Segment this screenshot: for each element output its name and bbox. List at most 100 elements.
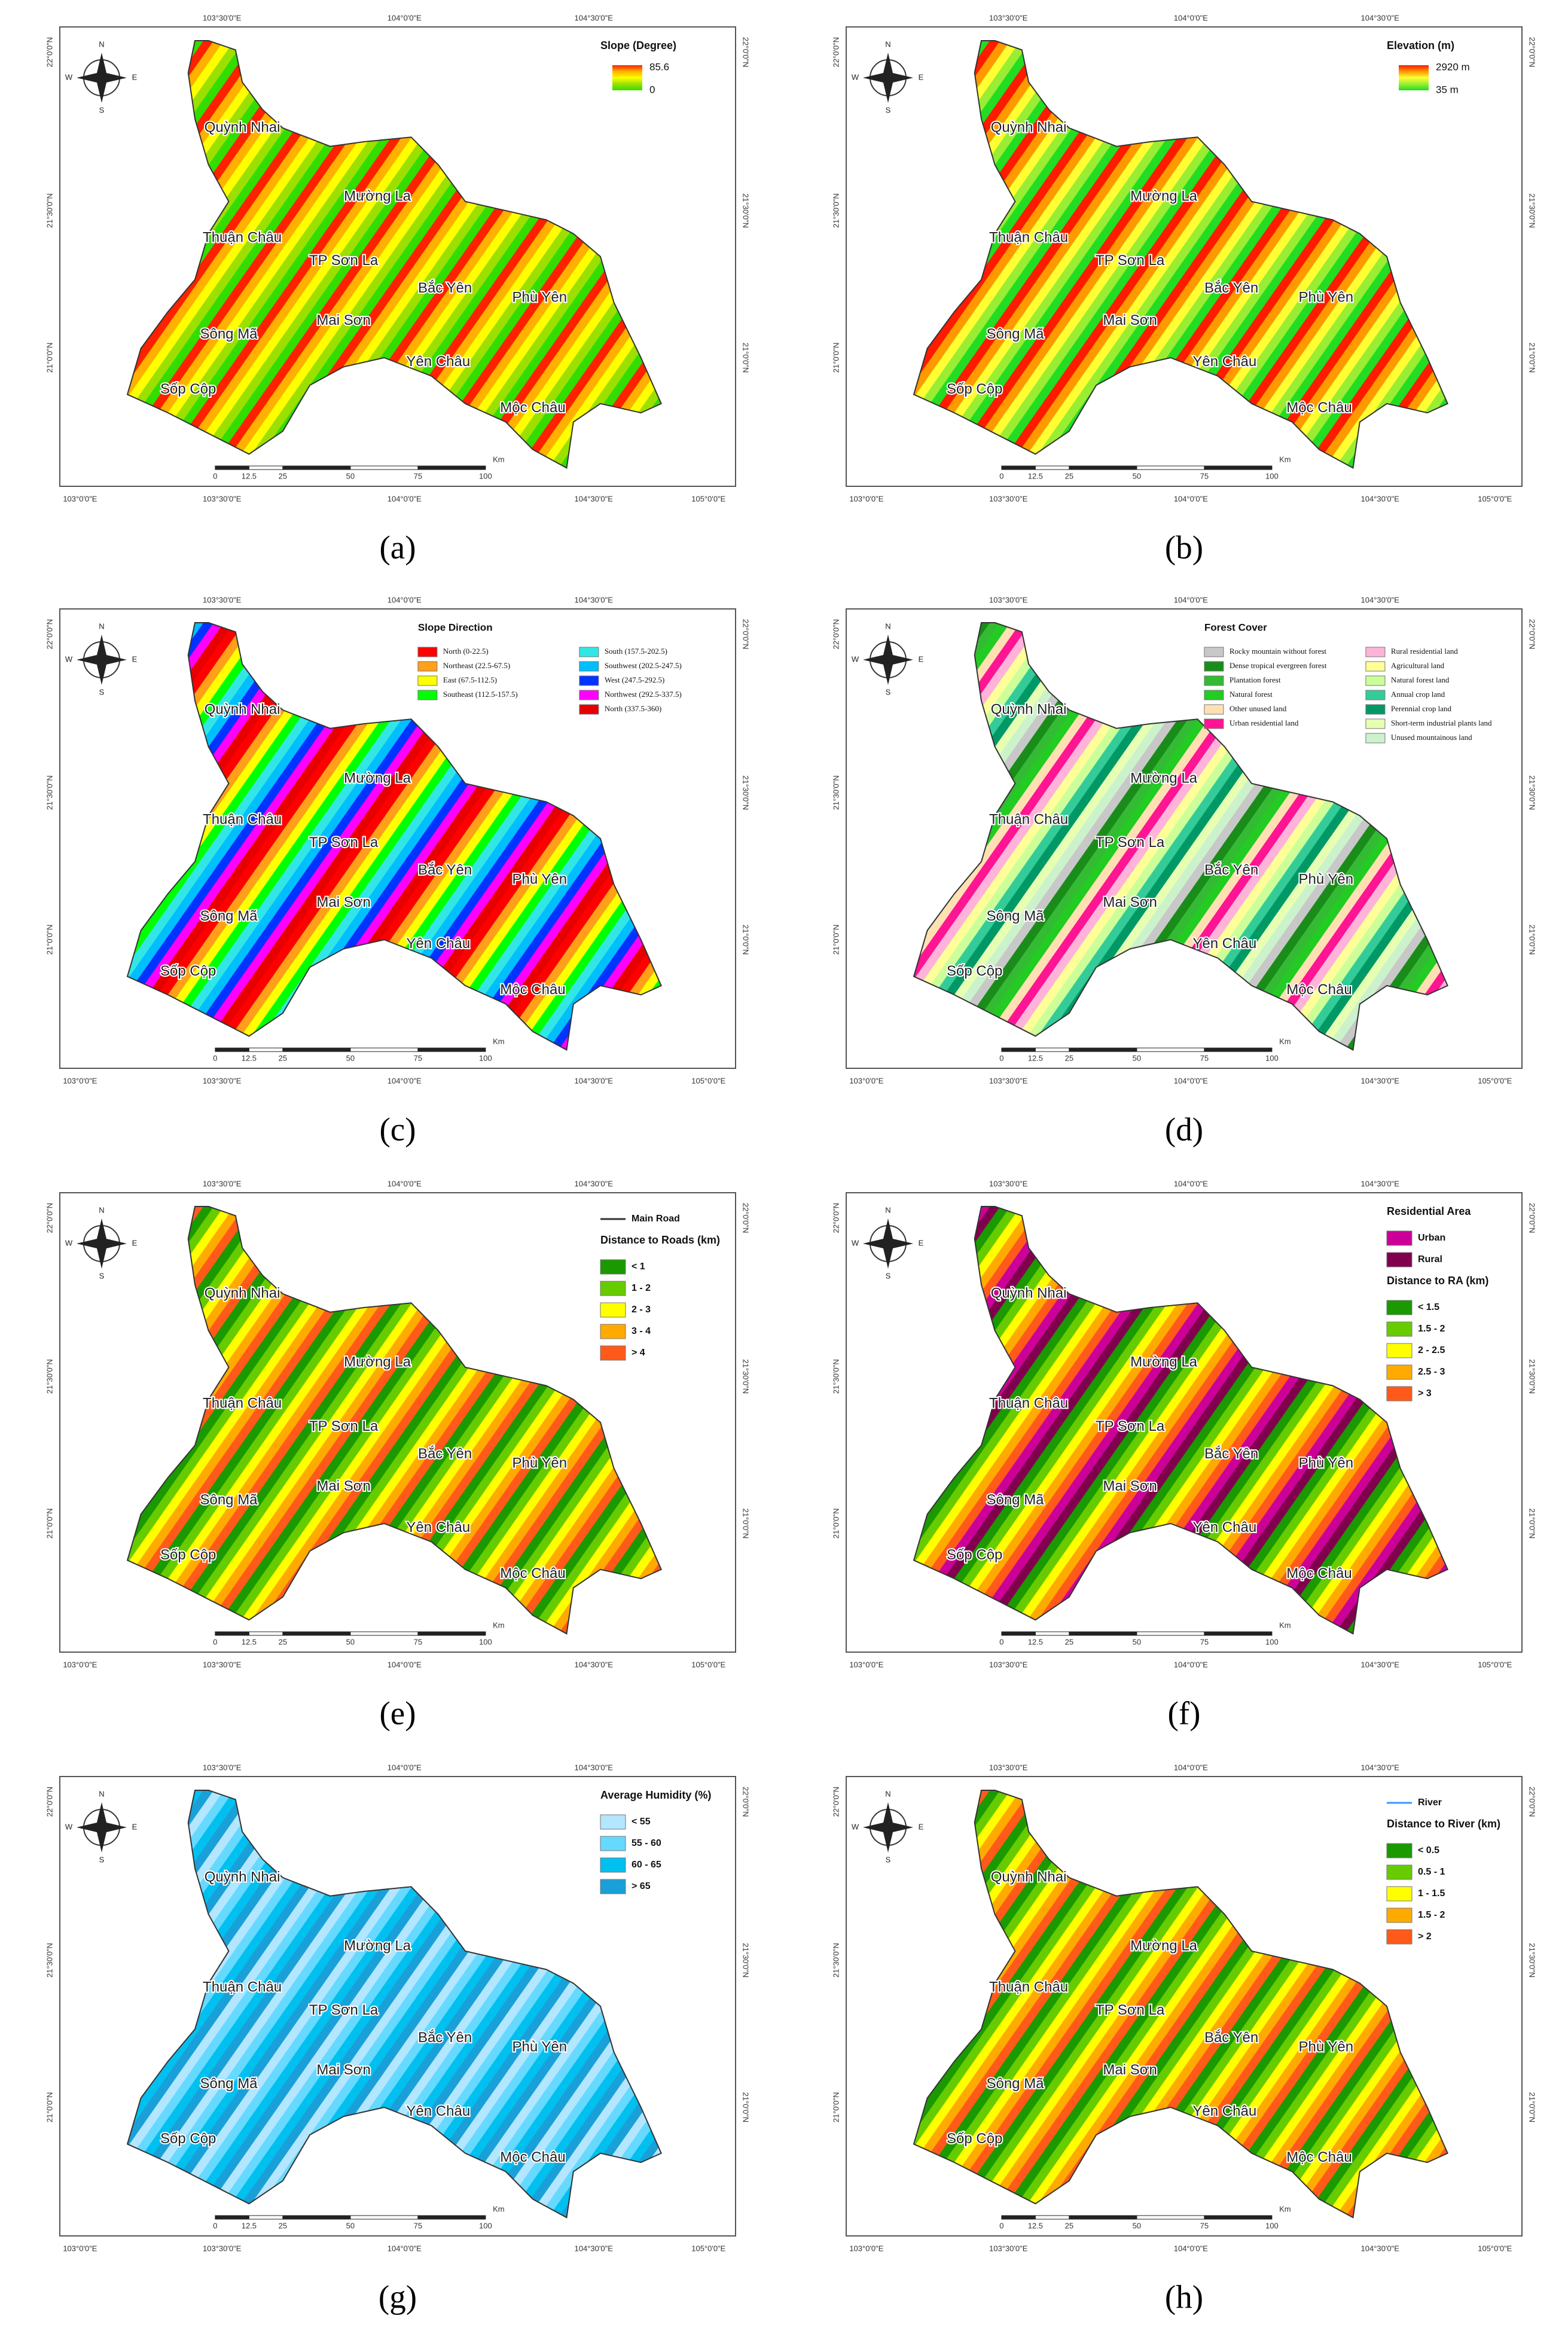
coordinate-label: 104°0'0"E (388, 13, 422, 22)
scale-label: 75 (1200, 1637, 1209, 1646)
legend-title: Slope (Degree) (600, 39, 676, 51)
coordinate-label: 103°30'0"E (989, 595, 1028, 604)
place-name: Mường La (1130, 1938, 1198, 1954)
legend-label: Annual crop land (1391, 690, 1445, 699)
legend: Average Humidity (%) < 55 55 - 60 60 - 65 > … (600, 1789, 711, 1894)
scale-label: 75 (414, 1053, 422, 1062)
coordinate-label: 21°0'0"N (1528, 2092, 1537, 2123)
coordinate-label: 22°0'0"N (1528, 1203, 1537, 1233)
place-name: Mộc Châu (500, 2149, 565, 2165)
scale-label: 50 (1133, 1637, 1141, 1646)
legend-min: 35 m (1436, 84, 1459, 95)
coordinate-label: 21°30'0"N (45, 1359, 54, 1394)
scale-segment (1069, 1047, 1137, 1052)
scale-label: 12.5 (1028, 1637, 1043, 1646)
coordinate-label: 21°0'0"N (742, 343, 751, 373)
scale-segment (1069, 465, 1137, 470)
place-name: Yên Châu (1192, 936, 1256, 952)
legend: Slope Direction North (0-22.5) Northeast (… (417, 621, 682, 715)
place-name: Sốp Cộp (160, 2131, 216, 2147)
legend-label: 55 - 60 (632, 1838, 661, 1848)
place-name: Sốp Cộp (160, 963, 216, 979)
legend-label: Other unused land (1230, 704, 1287, 713)
coordinate-label: 104°0'0"E (1174, 494, 1208, 503)
compass-letter: N (99, 1789, 104, 1798)
legend-swatch (600, 1879, 626, 1894)
coordinate-label: 21°30'0"N (831, 1943, 840, 1978)
coordinate-label: 103°30'0"E (203, 1660, 242, 1669)
place-name: Mai Sơn (316, 1478, 370, 1494)
legend-swatch (1386, 1364, 1413, 1380)
compass-letter: N (885, 39, 890, 48)
coordinate-label: 103°30'0"E (203, 595, 242, 604)
legend-label: Urban (1418, 1233, 1445, 1243)
coordinate-label: 103°0'0"E (63, 1660, 97, 1669)
coordinate-label: 103°30'0"E (203, 1076, 242, 1085)
legend-label: Plantation forest (1230, 675, 1281, 684)
place-name: Sốp Cộp (947, 963, 1002, 979)
legend-label: Northwest (292.5-337.5) (605, 690, 682, 699)
scale-label: Km (1279, 455, 1291, 464)
place-name: Thuận Châu (203, 1396, 282, 1412)
scale-label: 25 (279, 471, 287, 480)
scale-label: 100 (1265, 1637, 1279, 1646)
coordinate-label: 104°30'0"E (575, 13, 614, 22)
place-name: TP Sơn La (309, 252, 379, 269)
scale-segment (1136, 1631, 1205, 1636)
scale-segment (350, 1631, 419, 1636)
scale-label: 75 (414, 2221, 422, 2230)
legend-max: 2920 m (1436, 61, 1470, 72)
legend-label: Short-term industrial plants land (1391, 718, 1492, 727)
coordinate-label: 104°30'0"E (575, 2244, 614, 2253)
coordinate-label: 104°0'0"E (388, 1660, 422, 1669)
scale-label: 25 (1065, 1637, 1073, 1646)
coordinate-label: 21°0'0"N (742, 2092, 751, 2123)
scale-label: 25 (279, 1637, 287, 1646)
coordinate-label: 21°0'0"N (742, 925, 751, 955)
compass-star (863, 1802, 913, 1852)
scale-segment (1136, 2215, 1205, 2220)
coordinate-label: 105°0'0"E (691, 494, 725, 503)
coordinate-label: 21°0'0"N (45, 343, 54, 373)
coordinate-label: 104°0'0"E (388, 1763, 422, 1772)
place-name: Mộc Châu (1286, 982, 1352, 998)
scale-segment (417, 1631, 486, 1636)
scale-label: 75 (1200, 2221, 1209, 2230)
place-name: Yên Châu (406, 1519, 470, 1535)
legend-label: > 3 (1418, 1388, 1432, 1398)
coordinate-label: 21°0'0"N (45, 925, 54, 955)
compass-star (863, 1218, 913, 1269)
place-name: Thuận Châu (203, 230, 282, 246)
compass-letter: W (65, 1822, 73, 1831)
place-name: Mường La (344, 1938, 411, 1954)
province (126, 1790, 663, 2219)
legend-swatch (417, 661, 438, 672)
compass-letter: E (132, 654, 138, 663)
legend-title: Distance to River (km) (1387, 1818, 1500, 1830)
scale-segment (417, 465, 486, 470)
map-panel: 103°30'0"E 104°0'0"E 104°30'0"E 103°0'0"E 10… (45, 1763, 750, 2253)
place-name: Sông Mã (200, 2076, 258, 2092)
compass-letter: W (852, 1822, 859, 1831)
coordinate-label: 103°30'0"E (203, 1179, 242, 1188)
legend-swatch (1365, 704, 1386, 715)
place-name: Thuận Châu (203, 1979, 282, 1995)
place-name: Bắc Yên (1204, 1446, 1258, 1462)
coordinate-label: 104°0'0"E (1174, 1660, 1208, 1669)
place-name: TP Sơn La (1096, 834, 1165, 851)
place-name: Thuận Châu (203, 812, 282, 828)
legend-swatch (1386, 1386, 1413, 1401)
scale-label: 100 (1265, 471, 1279, 480)
place-name: Mộc Châu (1286, 400, 1352, 416)
legend-title: Residential Area (1387, 1205, 1471, 1217)
compass-letter: W (852, 72, 859, 81)
legend-swatch (417, 675, 438, 686)
panel-label: (f) (1168, 1695, 1201, 1732)
compass-letter: S (99, 105, 105, 114)
compass-letter: N (885, 621, 890, 630)
coordinate-label: 104°30'0"E (1361, 13, 1400, 22)
place-name: Sốp Cộp (947, 381, 1002, 397)
coordinate-label: 21°30'0"N (1528, 1943, 1537, 1978)
compass-star (77, 53, 127, 103)
